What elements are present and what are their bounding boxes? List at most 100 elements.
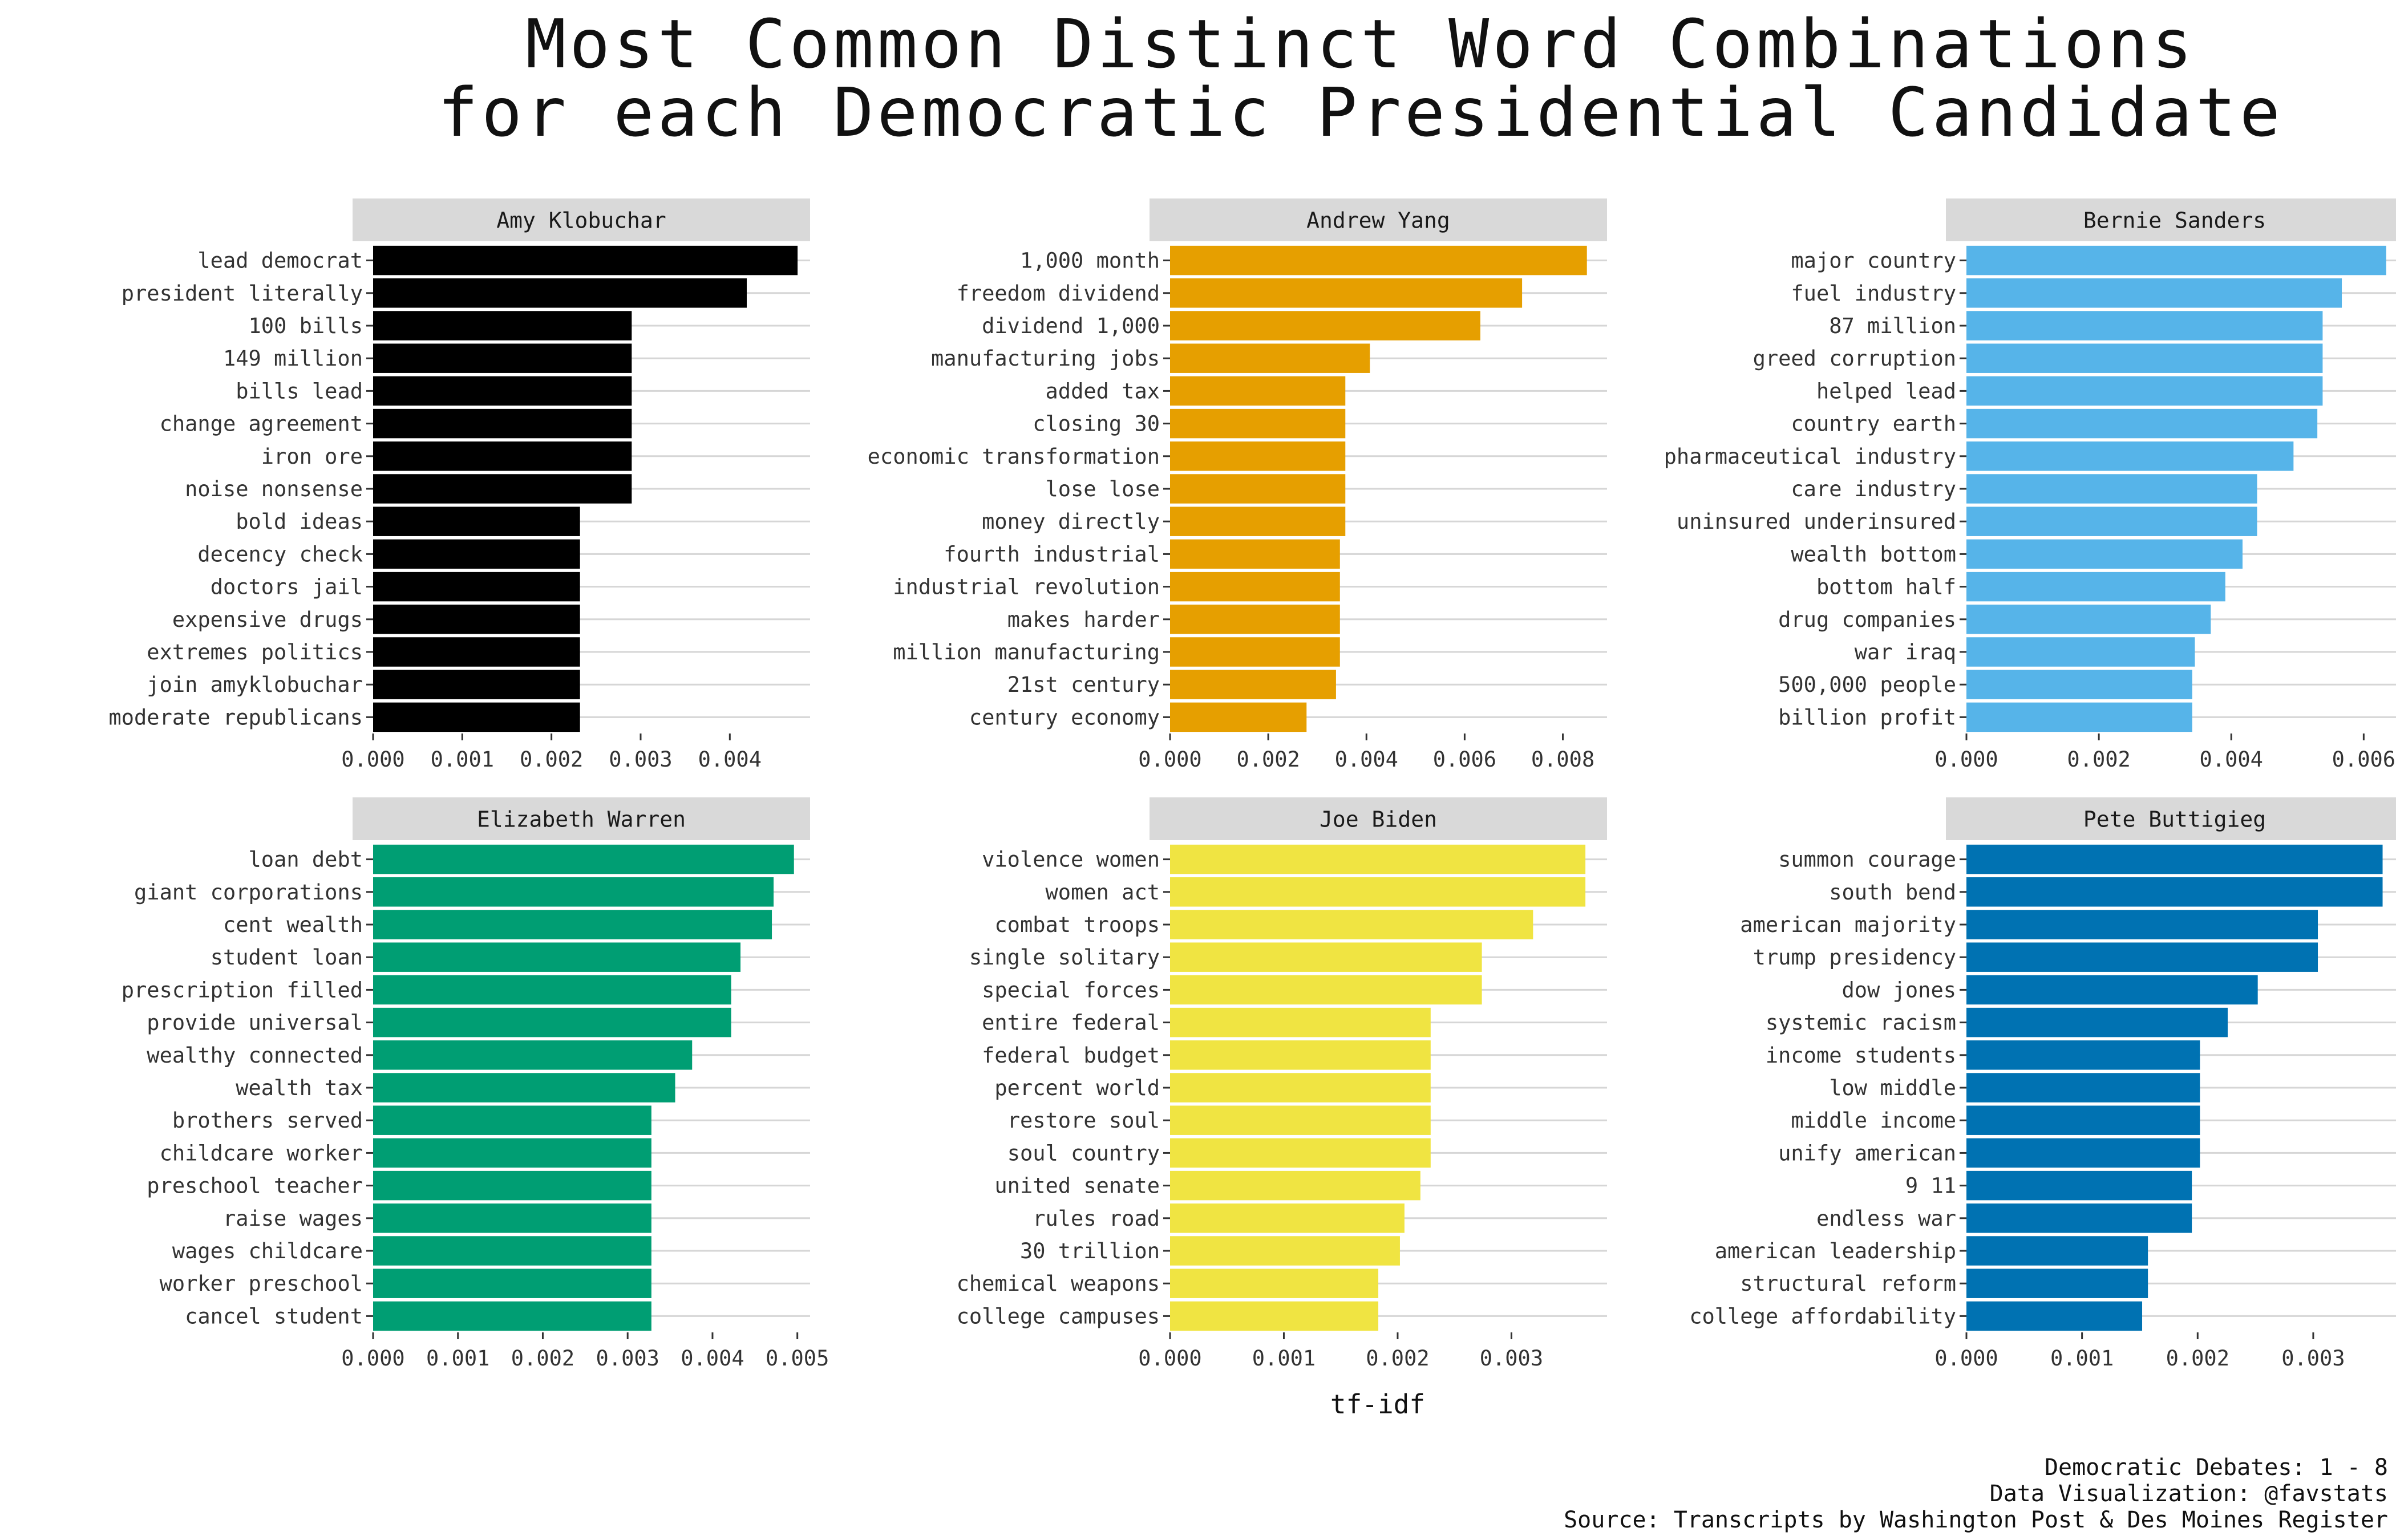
facet-strip-label: Elizabeth Warren [477, 807, 686, 832]
category-label: raise wages [223, 1206, 363, 1231]
bar-9-11 [1966, 1170, 2192, 1201]
chart-title-line-1: Most Common Distinct Word Combinations [525, 5, 2196, 83]
panel-andrew-yang: Andrew Yang 1,000 month freedom dividend di… [868, 198, 1607, 772]
bar-million-manufacturing [1170, 637, 1340, 667]
x-tick-label: 0.002 [520, 747, 583, 772]
category-label: percent world [994, 1076, 1160, 1100]
category-label: expensive drugs [172, 607, 363, 632]
category-label: 149 million [223, 346, 363, 371]
chart-title-line-2: for each Democratic Presidential Candida… [438, 73, 2284, 152]
bar-87-million [1966, 311, 2323, 341]
bar-bottom-half [1966, 572, 2225, 602]
category-label: bottom half [1816, 575, 1956, 599]
facet-strip [1946, 797, 2396, 840]
category-label: dow jones [1842, 978, 1956, 1002]
bar-american-majority [1966, 910, 2318, 939]
category-label: trump presidency [1753, 945, 1956, 970]
category-label: greed corruption [1753, 346, 1956, 371]
bar-dividend-1-000 [1170, 311, 1480, 341]
category-label: structural reform [1740, 1271, 1956, 1296]
category-label: soul country [1007, 1141, 1160, 1165]
bar-149-million [373, 343, 632, 373]
category-label: extremes politics [147, 640, 363, 664]
category-label: single solitary [969, 945, 1160, 970]
category-label: restore soul [1007, 1108, 1160, 1133]
bar-added-tax [1170, 376, 1346, 406]
category-label: prescription filled [122, 978, 363, 1002]
bar-violence-women [1170, 844, 1586, 874]
x-tick-label: 0.001 [1252, 1346, 1316, 1371]
category-label: 500,000 people [1778, 672, 1956, 697]
x-tick-label: 0.002 [511, 1346, 574, 1371]
bar-fourth-industrial [1170, 539, 1340, 569]
bar-decency-check [373, 539, 580, 569]
facet-strip-label: Amy Klobuchar [496, 208, 666, 233]
bar-student-loan [373, 942, 741, 972]
bar-change-agreement [373, 408, 632, 439]
bar-systemic-racism [1966, 1007, 2228, 1038]
x-tick-label: 0.003 [609, 747, 672, 772]
bar-dow-jones [1966, 975, 2258, 1005]
bar-bold-ideas [373, 506, 580, 536]
bar-fuel-industry [1966, 278, 2342, 308]
category-label: manufacturing jobs [931, 346, 1160, 371]
category-label: united senate [994, 1174, 1160, 1198]
bar-iron-ore [373, 441, 632, 471]
category-label: entire federal [982, 1011, 1160, 1035]
x-tick-label: 0.000 [1138, 1346, 1201, 1371]
x-tick-label: 0.002 [1236, 747, 1300, 772]
category-label: care industry [1791, 477, 1956, 501]
bar-care-industry [1966, 474, 2257, 504]
bar-chemical-weapons [1170, 1269, 1379, 1298]
category-label: lose lose [1046, 477, 1160, 501]
category-label: bills lead [236, 379, 363, 403]
bar-combat-troops [1170, 910, 1533, 939]
category-label: federal budget [982, 1043, 1160, 1068]
bar-low-middle [1966, 1073, 2200, 1103]
category-label: noise nonsense [185, 477, 363, 501]
x-tick-label: 0.004 [698, 747, 762, 772]
bar-college-campuses [1170, 1301, 1379, 1331]
category-label: freedom dividend [957, 281, 1160, 306]
category-label: uninsured underinsured [1677, 509, 1956, 534]
category-label: helped lead [1816, 379, 1956, 403]
x-tick-label: 0.004 [1335, 747, 1398, 772]
bar-join-amyklobuchar [373, 670, 580, 699]
category-label: american leadership [1715, 1239, 1956, 1263]
bar-money-directly [1170, 506, 1346, 536]
caption-line-visualization: Data Visualization: @favstats [1989, 1481, 2388, 1507]
category-label: 30 trillion [1020, 1239, 1160, 1263]
category-label: student loan [211, 945, 363, 970]
bar-cent-wealth [373, 910, 772, 939]
bar-restore-soul [1170, 1105, 1431, 1135]
category-label: decency check [197, 542, 363, 566]
category-label: billion profit [1778, 705, 1956, 730]
bar-lose-lose [1170, 474, 1346, 504]
category-label: income students [1766, 1043, 1956, 1068]
bar-cancel-student [373, 1301, 651, 1331]
bar-college-affordability [1966, 1301, 2143, 1331]
bar-income-students [1966, 1040, 2200, 1070]
x-tick-label: 0.003 [2281, 1346, 2345, 1371]
bar-30-trillion [1170, 1236, 1400, 1266]
bar-pharmaceutical-industry [1966, 441, 2294, 471]
category-label: 21st century [1007, 672, 1160, 697]
bar-childcare-worker [373, 1138, 651, 1168]
bar-rules-road [1170, 1203, 1405, 1233]
bar-21st-century [1170, 670, 1336, 699]
bar-greed-corruption [1966, 343, 2323, 373]
category-label: iron ore [261, 444, 363, 469]
category-label: summon courage [1778, 848, 1956, 872]
category-label: 1,000 month [1020, 249, 1160, 273]
bar-single-solitary [1170, 942, 1482, 972]
category-label: bold ideas [236, 509, 363, 534]
x-tick-label: 0.001 [426, 1346, 489, 1371]
panel-pete-buttigieg: Pete Buttigieg summon courage south bend am… [1689, 797, 2396, 1371]
category-label: rules road [1033, 1206, 1160, 1231]
bar-brothers-served [373, 1105, 651, 1135]
panel-elizabeth-warren: Elizabeth Warren loan debt giant corporati… [122, 797, 829, 1371]
bar-country-earth [1966, 408, 2318, 439]
bar-loan-debt [373, 844, 794, 874]
category-label: industrial revolution [893, 575, 1160, 599]
category-label: south bend [1829, 880, 1956, 905]
